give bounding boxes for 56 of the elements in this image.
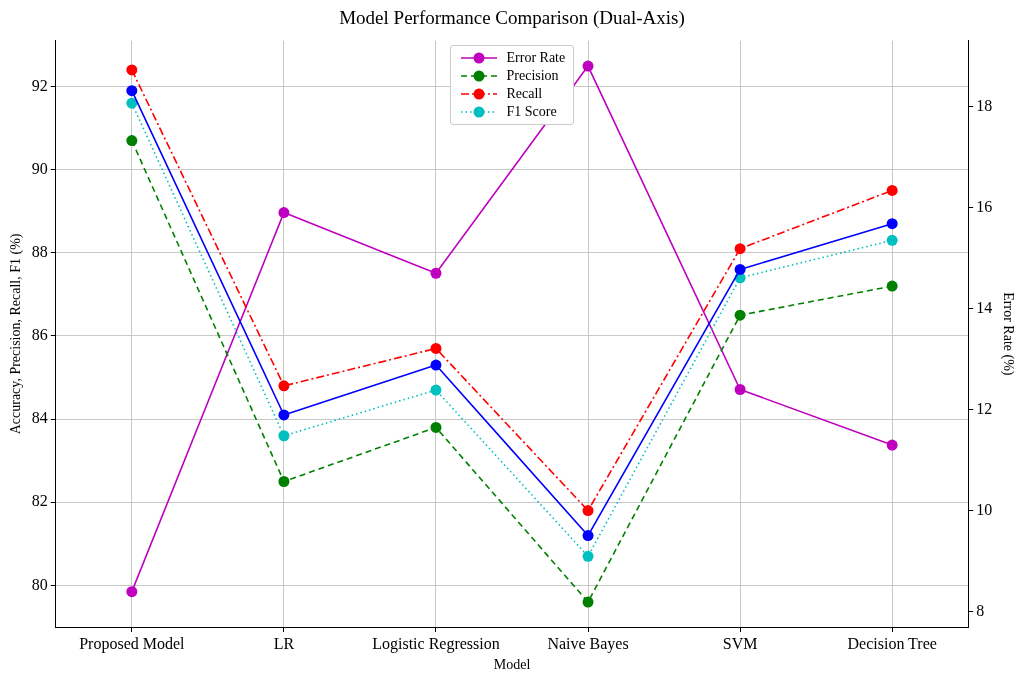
x-axis-title: Model: [493, 657, 531, 673]
x-tick-label: Decision Tree: [847, 634, 937, 652]
point: [734, 243, 746, 255]
point: [430, 267, 442, 279]
point: [886, 184, 898, 196]
point: [582, 596, 594, 608]
y2-tick-label: 16: [976, 197, 993, 215]
y2-tick-label: 18: [976, 96, 993, 114]
point: [278, 380, 290, 392]
y-axis-title: Accuracy, Precision, Recall, F1 (%): [8, 233, 25, 435]
y2-tick-label: 12: [976, 399, 993, 417]
point: [734, 309, 746, 321]
point: [430, 359, 442, 371]
point: [430, 342, 442, 354]
legend-label: Error Rate: [506, 49, 566, 66]
point: [126, 85, 138, 97]
point: [278, 475, 290, 487]
point: [430, 384, 442, 396]
point: [582, 550, 594, 562]
point: [582, 60, 594, 72]
y2-tick-label: 14: [976, 298, 993, 316]
point: [278, 430, 290, 442]
y2-tick-label: 8: [976, 602, 985, 620]
point: [734, 383, 746, 395]
y-tick-label: 88: [31, 243, 48, 261]
y-tick-label: 80: [31, 575, 48, 593]
point: [126, 97, 138, 109]
point: [886, 218, 898, 230]
legend-label: Recall: [506, 85, 543, 102]
x-tick-label: Logistic Regression: [372, 634, 500, 653]
point: [734, 263, 746, 275]
x-tick-label: LR: [273, 634, 295, 652]
point: [430, 421, 442, 433]
point: [126, 64, 138, 76]
x-tick-label: Proposed Model: [79, 634, 186, 653]
y-tick-label: 84: [31, 409, 48, 427]
y-tick-label: 92: [31, 76, 48, 94]
point: [886, 280, 898, 292]
point: [886, 439, 898, 451]
point: [278, 207, 290, 219]
y-tick-label: 82: [31, 492, 48, 510]
point: [278, 409, 290, 421]
legend-label: F1 Score: [506, 103, 557, 120]
point: [886, 234, 898, 246]
point: [126, 586, 138, 598]
point: [582, 505, 594, 517]
x-tick-label: Naive Bayes: [547, 634, 629, 653]
y2-tick-label: 10: [976, 500, 993, 518]
y2-axis-title: Error Rate (%): [999, 292, 1016, 376]
chart-title: Model Performance Comparison (Dual-Axis): [339, 7, 685, 30]
point: [582, 530, 594, 542]
legend-label: Precision: [506, 67, 559, 84]
y-tick-label: 90: [31, 159, 48, 177]
x-tick-label: SVM: [722, 634, 758, 652]
point: [126, 135, 138, 147]
y-tick-label: 86: [31, 326, 48, 344]
